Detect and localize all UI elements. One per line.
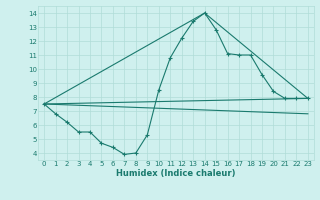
X-axis label: Humidex (Indice chaleur): Humidex (Indice chaleur) xyxy=(116,169,236,178)
